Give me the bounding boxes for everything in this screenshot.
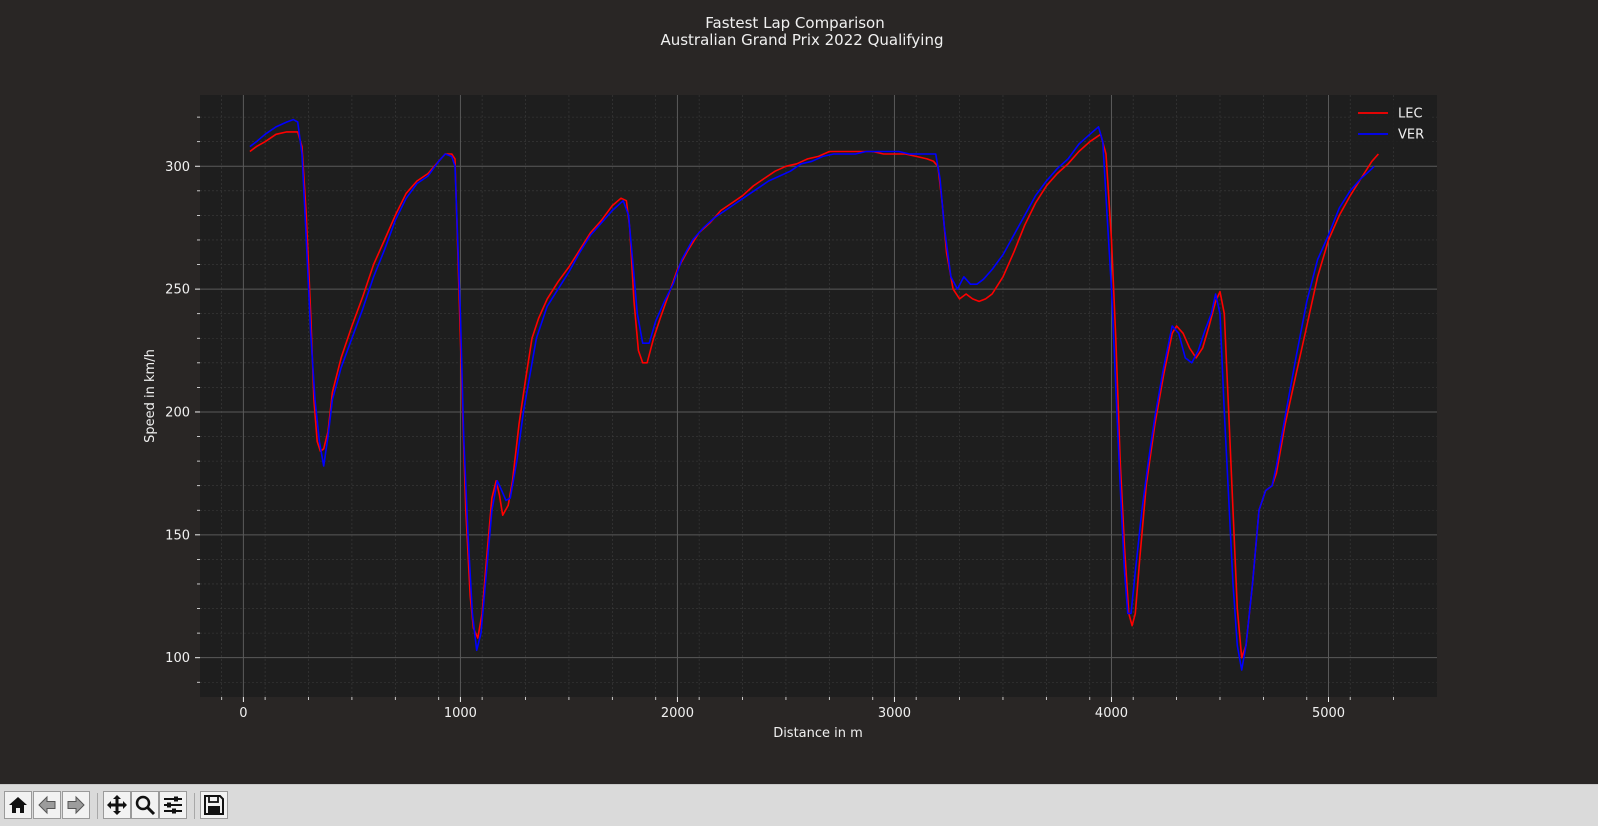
x-tick-label: 4000 [1095,706,1128,721]
zoom-button[interactable] [131,791,159,819]
series-line-ver [249,118,1375,671]
arrow-left-icon [38,795,56,815]
x-tick-label: 5000 [1312,706,1345,721]
x-tick-label: 1000 [444,706,477,721]
back-button[interactable] [33,791,61,819]
x-tick-label: 3000 [878,706,911,721]
chart-subtitle: Australian Grand Prix 2022 Qualifying [660,31,943,49]
toolbar-separator [194,793,195,819]
x-tick-label: 2000 [661,706,694,721]
pan-button[interactable] [103,791,131,819]
y-tick-label: 250 [165,283,190,298]
sliders-icon [164,796,182,814]
plot-area[interactable]: 0 1000 2000 3000 4000 5000 100 150 200 250 300 [165,95,1437,721]
speed-line-chart: Fastest Lap Comparison Australian Grand … [143,14,1437,741]
toolbar-separator [97,793,98,819]
forward-button[interactable] [62,791,90,819]
navigation-toolbar [0,784,1598,826]
y-axis-label: Speed in km/h [143,349,158,443]
home-button[interactable] [4,791,32,819]
chart-title: Fastest Lap Comparison [705,14,884,32]
x-tick-label: 0 [239,706,247,721]
home-icon [9,797,27,813]
save-button[interactable] [200,791,228,819]
axes-background [200,95,1437,697]
y-tick-label: 200 [165,405,190,420]
y-tick-label: 300 [165,160,190,175]
configure-subplots-button[interactable] [159,791,187,819]
magnifier-icon [135,795,156,816]
move-icon [107,795,127,815]
y-tick-label: 100 [165,651,190,666]
arrow-right-icon [67,795,85,815]
figure: Fastest Lap Comparison Australian Grand … [143,14,1437,741]
legend: LEC VER [1351,100,1431,146]
legend-label-lec: LEC [1398,107,1423,122]
floppy-disk-icon [204,795,224,815]
y-tick-label: 150 [165,528,190,543]
x-axis-label: Distance in m [773,726,863,741]
legend-label-ver: VER [1398,128,1424,143]
